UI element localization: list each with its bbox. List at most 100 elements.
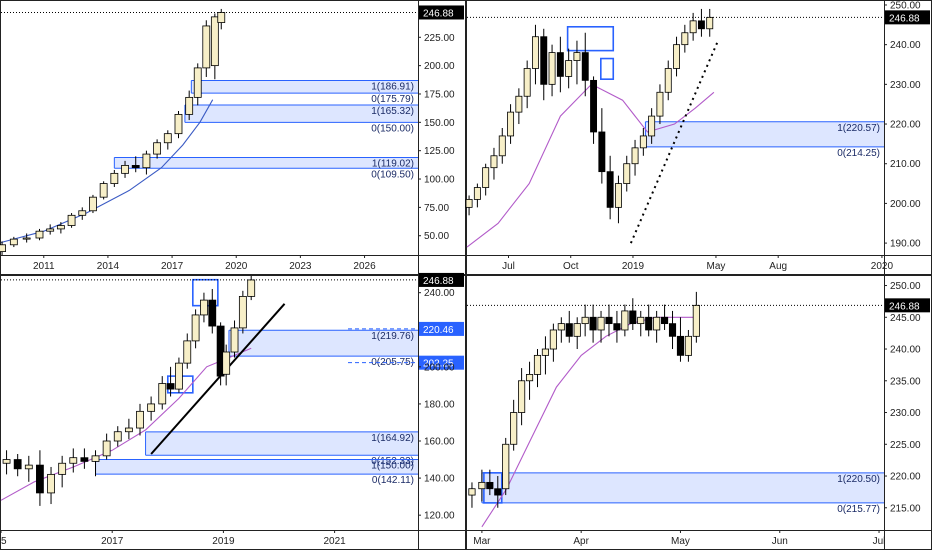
candle-body — [142, 153, 151, 169]
candle-body — [606, 171, 614, 208]
candle-body — [689, 20, 697, 34]
y-tick-label: 235.00 — [890, 376, 921, 387]
candle-body — [200, 299, 208, 316]
candle-body — [468, 488, 476, 496]
y-tick-label: 230.00 — [890, 80, 921, 91]
candle-body — [56, 225, 65, 230]
candle-body — [175, 362, 183, 390]
candle-body — [706, 16, 714, 30]
x-tick-label: 2017 — [161, 261, 184, 272]
last-price-label: 246.88 — [423, 8, 454, 19]
candle-body — [473, 187, 481, 200]
x-tick-label: 2019 — [212, 536, 235, 547]
zone-bottom-label: 0(215.77) — [837, 504, 880, 515]
candle-body — [631, 147, 639, 165]
tag-label: 202.25 — [423, 359, 454, 370]
candle-body — [478, 481, 486, 490]
y-tick-label: 160.00 — [424, 437, 455, 448]
y-tick-label: 75.00 — [424, 203, 449, 214]
zone-2 — [95, 459, 419, 475]
candle-body — [668, 323, 677, 337]
last-price-label: 246.88 — [889, 13, 920, 24]
zone-bottom-label: 0(214.25) — [837, 148, 880, 159]
candle-body — [110, 172, 119, 184]
candle-body — [13, 459, 22, 470]
x-tick-label: 2014 — [97, 261, 120, 272]
candle-body — [47, 473, 55, 494]
candle-body — [80, 457, 89, 462]
candle-body — [216, 325, 225, 377]
candle-body — [0, 244, 6, 252]
candle-body — [548, 52, 556, 85]
zone-top-label: 1(220.57) — [837, 123, 880, 134]
y-tick-label: 225.00 — [424, 33, 455, 44]
last-price-badge — [885, 10, 930, 25]
x-tick-label: 2020 — [225, 261, 248, 272]
candle-body — [147, 403, 156, 412]
candle-body — [681, 32, 689, 46]
candle-body — [136, 410, 144, 429]
tag-label: 220.46 — [423, 325, 454, 336]
candle-body — [78, 210, 87, 216]
candle-body — [153, 142, 162, 155]
candle-body — [598, 131, 606, 173]
candle-body — [507, 111, 515, 137]
zone-bottom-label: 0(109.50) — [371, 169, 414, 180]
zone-top-label: 1(119.02) — [372, 158, 414, 169]
y-tick-label: 200.00 — [424, 362, 455, 373]
x-tick-label: Jul — [502, 261, 515, 272]
candle-body — [124, 427, 133, 433]
moving-average-line — [466, 83, 715, 248]
candle-body — [597, 316, 605, 331]
candle-body — [692, 304, 700, 337]
candle-body — [637, 316, 645, 325]
candle-body — [525, 374, 534, 382]
candle-body — [676, 335, 685, 356]
candle-body — [131, 165, 140, 169]
zone-1 — [145, 431, 418, 456]
candle-body — [193, 67, 202, 98]
candle-body — [166, 383, 175, 390]
outline-box-1 — [600, 57, 615, 80]
candle-body — [465, 199, 473, 208]
candle-body — [573, 52, 581, 61]
candle-body — [247, 279, 256, 297]
last-price-badge — [419, 5, 464, 20]
x-tick-label: 2017 — [101, 536, 124, 547]
candle-body — [163, 133, 172, 144]
y-tick-label: 250.00 — [890, 281, 921, 292]
y-tick-label: 225.00 — [890, 440, 921, 451]
y-tick-label: 240.00 — [424, 288, 455, 299]
trend-line — [150, 303, 286, 455]
candle-body — [523, 68, 531, 97]
x-tick-label: 2023 — [289, 261, 312, 272]
candle-body — [645, 316, 653, 331]
candle-body — [510, 412, 518, 445]
candle-body — [69, 457, 78, 464]
candle-body — [613, 323, 621, 331]
x-tick-label: Aug — [769, 261, 787, 272]
candle-body — [623, 163, 631, 184]
candle-body — [533, 354, 542, 375]
candle-body — [36, 464, 44, 494]
candle-body — [605, 316, 613, 325]
candle-body — [494, 488, 502, 496]
candle-body — [653, 316, 661, 331]
x-tick-label: 2019 — [622, 261, 645, 272]
candle-body — [191, 314, 200, 342]
x-tick-label: May — [707, 261, 726, 272]
candle-body — [532, 36, 539, 69]
candle-body — [58, 462, 67, 475]
y-tick-label: 220.00 — [890, 120, 921, 131]
x-tick-label: Mar — [473, 536, 491, 547]
pane-border — [0, 0, 466, 275]
hourly-pane: 1(220.50) 0(215.77) 246.88 250.00 245.00 240.… — [466, 275, 932, 550]
candle-body — [121, 165, 129, 174]
x-tick-label: 15 — [0, 536, 7, 547]
moving-average-line — [0, 99, 214, 244]
last-price-badge — [419, 272, 464, 287]
y-tick-label: 180.00 — [424, 399, 455, 410]
candle-body — [697, 20, 705, 30]
zone-0 — [228, 330, 418, 357]
x-tick-label: 2011 — [33, 261, 55, 272]
